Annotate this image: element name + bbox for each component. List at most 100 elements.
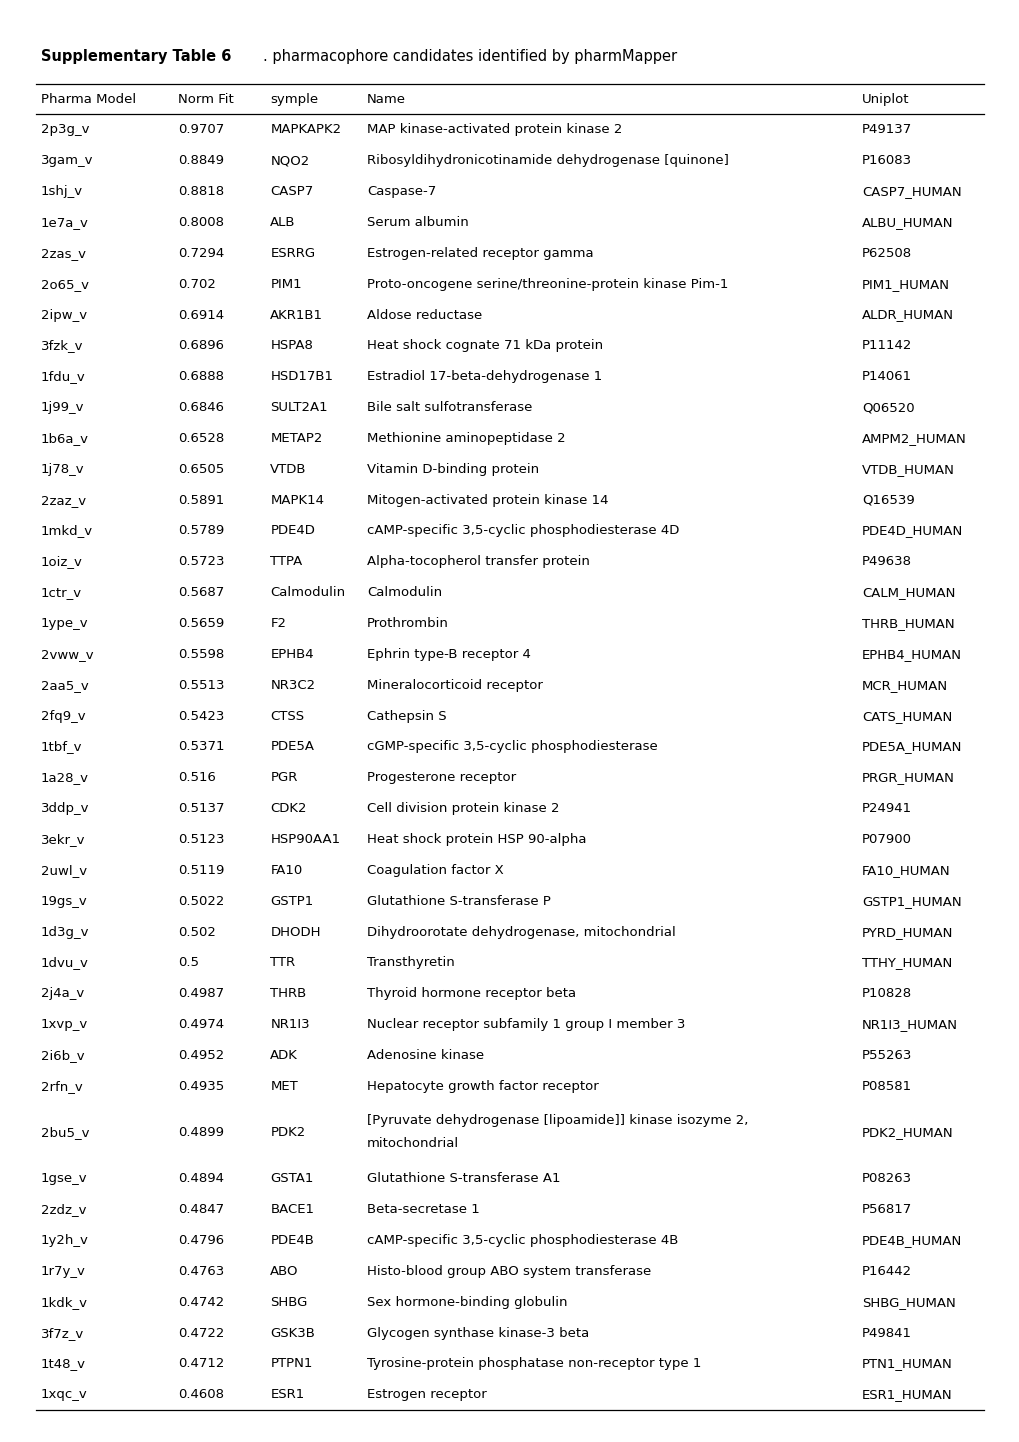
Text: Mitogen-activated protein kinase 14: Mitogen-activated protein kinase 14 bbox=[367, 493, 608, 506]
Text: THRB_HUMAN: THRB_HUMAN bbox=[861, 617, 954, 630]
Text: NR3C2: NR3C2 bbox=[270, 679, 315, 692]
Text: PRGR_HUMAN: PRGR_HUMAN bbox=[861, 771, 954, 784]
Text: Uniplot: Uniplot bbox=[861, 92, 909, 105]
Text: ESRRG: ESRRG bbox=[270, 247, 315, 260]
Text: 1ctr_v: 1ctr_v bbox=[41, 587, 82, 600]
Text: TTR: TTR bbox=[270, 956, 296, 969]
Text: Vitamin D-binding protein: Vitamin D-binding protein bbox=[367, 463, 539, 476]
Text: MAPKAPK2: MAPKAPK2 bbox=[270, 124, 341, 137]
Text: Q16539: Q16539 bbox=[861, 493, 914, 506]
Text: 0.516: 0.516 bbox=[178, 771, 216, 784]
Text: Proto-oncogene serine/threonine-protein kinase Pim-1: Proto-oncogene serine/threonine-protein … bbox=[367, 278, 728, 291]
Text: Nuclear receptor subfamily 1 group I member 3: Nuclear receptor subfamily 1 group I mem… bbox=[367, 1018, 685, 1031]
Text: 0.4894: 0.4894 bbox=[178, 1172, 224, 1185]
Text: 0.7294: 0.7294 bbox=[178, 247, 224, 260]
Text: P49638: P49638 bbox=[861, 555, 911, 568]
Text: P16442: P16442 bbox=[861, 1265, 911, 1278]
Text: Alpha-tocopherol transfer protein: Alpha-tocopherol transfer protein bbox=[367, 555, 590, 568]
Text: mitochondrial: mitochondrial bbox=[367, 1138, 459, 1151]
Text: CDK2: CDK2 bbox=[270, 802, 307, 815]
Text: CALM_HUMAN: CALM_HUMAN bbox=[861, 587, 955, 600]
Text: Adenosine kinase: Adenosine kinase bbox=[367, 1048, 484, 1061]
Text: Calmodulin: Calmodulin bbox=[367, 587, 442, 600]
Text: 0.5598: 0.5598 bbox=[178, 647, 224, 660]
Text: ALBU_HUMAN: ALBU_HUMAN bbox=[861, 216, 953, 229]
Text: CATS_HUMAN: CATS_HUMAN bbox=[861, 709, 951, 722]
Text: Hepatocyte growth factor receptor: Hepatocyte growth factor receptor bbox=[367, 1080, 598, 1093]
Text: Ephrin type-B receptor 4: Ephrin type-B receptor 4 bbox=[367, 647, 531, 660]
Text: Ribosyldihydronicotinamide dehydrogenase [quinone]: Ribosyldihydronicotinamide dehydrogenase… bbox=[367, 154, 729, 167]
Text: PIM1: PIM1 bbox=[270, 278, 302, 291]
Text: P49137: P49137 bbox=[861, 124, 911, 137]
Text: 2zas_v: 2zas_v bbox=[41, 247, 86, 260]
Text: 0.6528: 0.6528 bbox=[178, 433, 224, 446]
Text: 0.6888: 0.6888 bbox=[178, 371, 224, 384]
Text: 1xvp_v: 1xvp_v bbox=[41, 1018, 88, 1031]
Text: Q06520: Q06520 bbox=[861, 401, 914, 414]
Text: HSD17B1: HSD17B1 bbox=[270, 371, 333, 384]
Text: TTPA: TTPA bbox=[270, 555, 303, 568]
Text: 1d3g_v: 1d3g_v bbox=[41, 926, 90, 939]
Text: Estradiol 17-beta-dehydrogenase 1: Estradiol 17-beta-dehydrogenase 1 bbox=[367, 371, 602, 384]
Text: Mineralocorticoid receptor: Mineralocorticoid receptor bbox=[367, 679, 542, 692]
Text: 2fq9_v: 2fq9_v bbox=[41, 709, 86, 722]
Text: P16083: P16083 bbox=[861, 154, 911, 167]
Text: SHBG: SHBG bbox=[270, 1296, 308, 1309]
Text: SULT2A1: SULT2A1 bbox=[270, 401, 327, 414]
Text: MAPK14: MAPK14 bbox=[270, 493, 324, 506]
Text: Progesterone receptor: Progesterone receptor bbox=[367, 771, 516, 784]
Text: 2j4a_v: 2j4a_v bbox=[41, 988, 84, 1001]
Text: Heat shock protein HSP 90-alpha: Heat shock protein HSP 90-alpha bbox=[367, 833, 586, 846]
Text: 0.8818: 0.8818 bbox=[178, 185, 224, 198]
Text: Transthyretin: Transthyretin bbox=[367, 956, 454, 969]
Text: P11142: P11142 bbox=[861, 339, 911, 352]
Text: HSPA8: HSPA8 bbox=[270, 339, 313, 352]
Text: Cathepsin S: Cathepsin S bbox=[367, 709, 446, 722]
Text: 0.5687: 0.5687 bbox=[178, 587, 224, 600]
Text: 2o65_v: 2o65_v bbox=[41, 278, 89, 291]
Text: 0.9707: 0.9707 bbox=[178, 124, 224, 137]
Text: TTHY_HUMAN: TTHY_HUMAN bbox=[861, 956, 951, 969]
Text: cAMP-specific 3,5-cyclic phosphodiesterase 4D: cAMP-specific 3,5-cyclic phosphodiestera… bbox=[367, 525, 679, 538]
Text: 0.4763: 0.4763 bbox=[178, 1265, 224, 1278]
Text: 0.8008: 0.8008 bbox=[178, 216, 224, 229]
Text: 0.6914: 0.6914 bbox=[178, 309, 224, 322]
Text: FA10: FA10 bbox=[270, 864, 303, 877]
Text: GSK3B: GSK3B bbox=[270, 1327, 315, 1340]
Text: Heat shock cognate 71 kDa protein: Heat shock cognate 71 kDa protein bbox=[367, 339, 602, 352]
Text: PYRD_HUMAN: PYRD_HUMAN bbox=[861, 926, 953, 939]
Text: cAMP-specific 3,5-cyclic phosphodiesterase 4B: cAMP-specific 3,5-cyclic phosphodiestera… bbox=[367, 1234, 678, 1247]
Text: Serum albumin: Serum albumin bbox=[367, 216, 469, 229]
Text: 2zaz_v: 2zaz_v bbox=[41, 493, 86, 506]
Text: 0.4899: 0.4899 bbox=[178, 1126, 224, 1139]
Text: MET: MET bbox=[270, 1080, 298, 1093]
Text: NQO2: NQO2 bbox=[270, 154, 309, 167]
Text: 2vww_v: 2vww_v bbox=[41, 647, 94, 660]
Text: 0.502: 0.502 bbox=[178, 926, 216, 939]
Text: CASP7_HUMAN: CASP7_HUMAN bbox=[861, 185, 961, 198]
Text: PDK2: PDK2 bbox=[270, 1126, 306, 1139]
Text: NR1I3: NR1I3 bbox=[270, 1018, 310, 1031]
Text: 0.5723: 0.5723 bbox=[178, 555, 225, 568]
Text: PIM1_HUMAN: PIM1_HUMAN bbox=[861, 278, 949, 291]
Text: 1xqc_v: 1xqc_v bbox=[41, 1389, 88, 1402]
Text: Cell division protein kinase 2: Cell division protein kinase 2 bbox=[367, 802, 559, 815]
Text: ABO: ABO bbox=[270, 1265, 299, 1278]
Text: ESR1: ESR1 bbox=[270, 1389, 305, 1402]
Text: PDE5A_HUMAN: PDE5A_HUMAN bbox=[861, 740, 961, 754]
Text: 0.5137: 0.5137 bbox=[178, 802, 225, 815]
Text: P24941: P24941 bbox=[861, 802, 911, 815]
Text: 2i6b_v: 2i6b_v bbox=[41, 1048, 85, 1061]
Text: cGMP-specific 3,5-cyclic phosphodiesterase: cGMP-specific 3,5-cyclic phosphodiestera… bbox=[367, 740, 657, 754]
Text: P08263: P08263 bbox=[861, 1172, 911, 1185]
Text: 3fzk_v: 3fzk_v bbox=[41, 339, 84, 352]
Text: GSTP1: GSTP1 bbox=[270, 894, 313, 907]
Text: 19gs_v: 19gs_v bbox=[41, 894, 88, 907]
Text: PDE4D: PDE4D bbox=[270, 525, 315, 538]
Text: F2: F2 bbox=[270, 617, 286, 630]
Text: [Pyruvate dehydrogenase [lipoamide]] kinase isozyme 2,: [Pyruvate dehydrogenase [lipoamide]] kin… bbox=[367, 1113, 748, 1126]
Text: 2aa5_v: 2aa5_v bbox=[41, 679, 89, 692]
Text: ESR1_HUMAN: ESR1_HUMAN bbox=[861, 1389, 952, 1402]
Text: 1y2h_v: 1y2h_v bbox=[41, 1234, 89, 1247]
Text: PDE4B: PDE4B bbox=[270, 1234, 314, 1247]
